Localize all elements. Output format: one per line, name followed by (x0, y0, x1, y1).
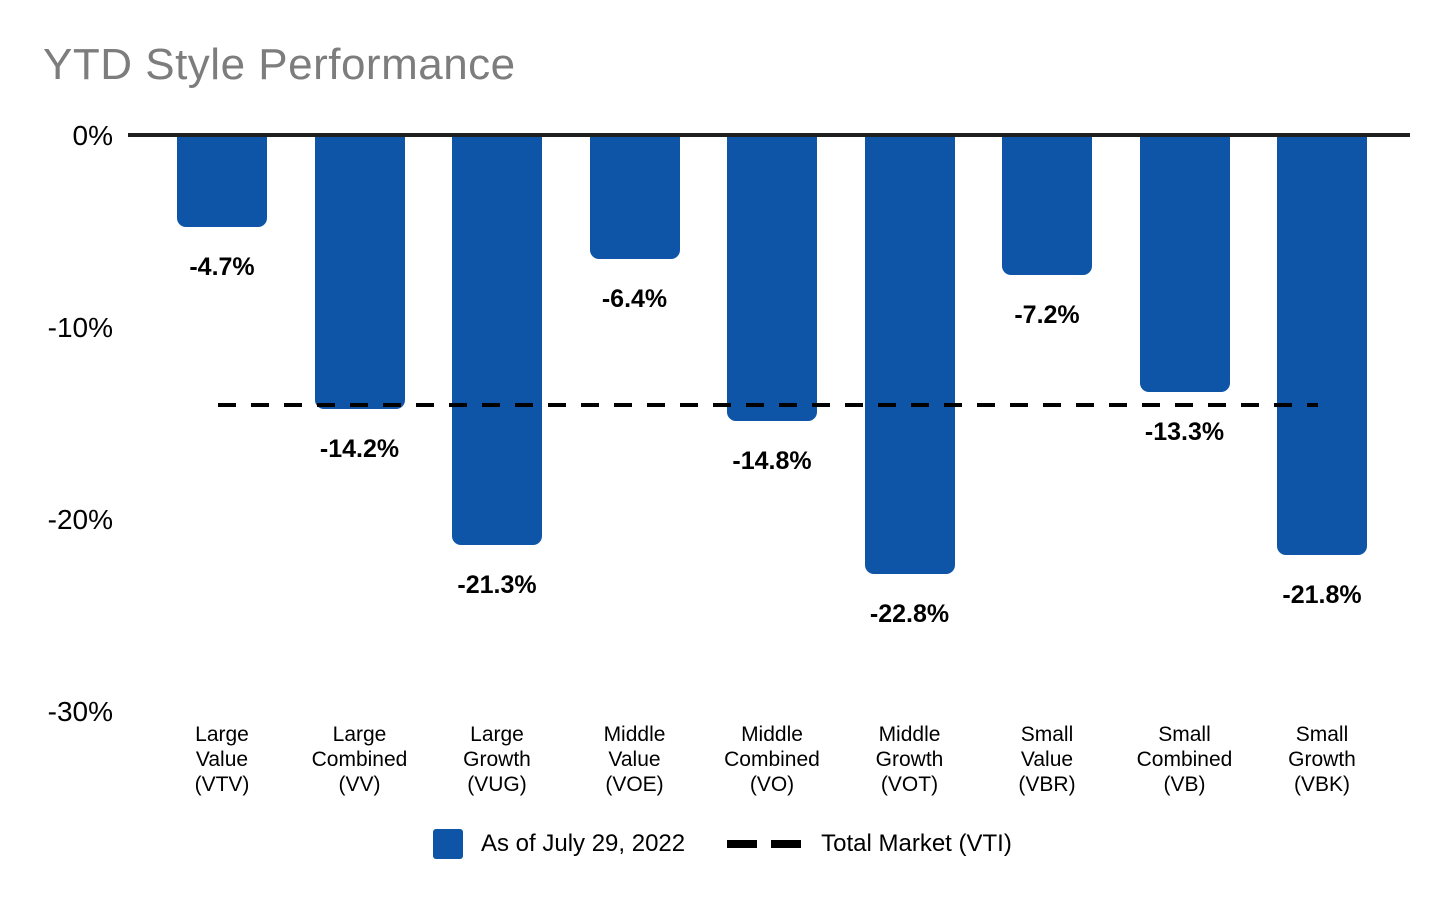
bar-value-label: -14.2% (319, 435, 400, 464)
category-label: Small Combined (VB) (1136, 723, 1233, 796)
category-label: Small Value (VBR) (1018, 723, 1076, 796)
bar (452, 136, 542, 546)
legend-dashed-line-icon (727, 840, 802, 848)
bar-value-label: -4.7% (189, 252, 255, 281)
bar-value-label: -22.8% (869, 600, 950, 629)
legend-bar-swatch-icon (433, 829, 463, 859)
bar (1277, 136, 1367, 556)
y-axis-tick-label: -10% (47, 312, 113, 343)
bar (589, 136, 680, 260)
y-axis-tick-label: 0% (72, 120, 113, 151)
bar (1002, 136, 1092, 275)
legend: As of July 29, 2022 Total Market (VTI) (433, 826, 1012, 862)
chart-title: YTD Style Performance (43, 40, 516, 89)
category-label: Small Growth (VBK) (1288, 723, 1356, 796)
total-market-reference-line (218, 403, 1318, 408)
category-label: Large Value (VTV) (194, 723, 250, 796)
bar (1139, 136, 1230, 392)
legend-label-total-market: Total Market (VTI) (821, 830, 1012, 857)
bar-value-label: -14.8% (732, 446, 812, 475)
category-label: Middle Combined (VO) (724, 723, 820, 796)
bar-value-label: -6.4% (601, 285, 668, 314)
zero-axis-line (128, 133, 1410, 137)
category-label: Middle Growth (VOT) (875, 723, 944, 796)
category-label: Large Growth (VUG) (463, 723, 531, 796)
bar (864, 136, 955, 575)
bar-value-label: -21.3% (457, 571, 537, 600)
bar (727, 136, 817, 421)
bar (314, 136, 405, 410)
category-label: Large Combined (VV) (311, 723, 408, 796)
bar-value-label: -7.2% (1014, 300, 1080, 329)
bar-value-label: -13.3% (1144, 417, 1225, 446)
y-axis-tick-label: -30% (47, 696, 113, 727)
category-label: Middle Value (VOE) (603, 723, 666, 796)
bar (177, 136, 267, 227)
legend-label-as-of-date: As of July 29, 2022 (481, 830, 686, 857)
y-axis-tick-label: -20% (47, 504, 113, 535)
bar-value-label: -21.8% (1282, 581, 1362, 610)
